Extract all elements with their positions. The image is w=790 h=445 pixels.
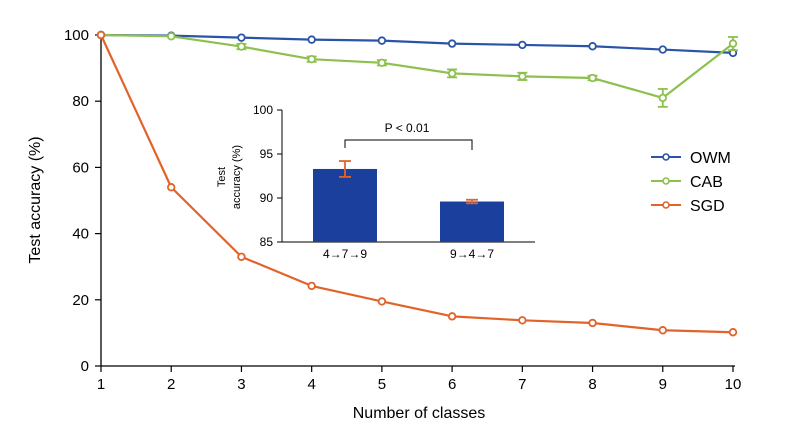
y-tick-label: 0 (81, 358, 89, 375)
inset-y-tick-label: 85 (260, 235, 274, 249)
owm-line (100, 33, 734, 54)
x-tick-label: 10 (725, 376, 742, 393)
sgd-line (100, 34, 734, 334)
cab-point (658, 93, 667, 103)
inset-y-tick-label: 100 (253, 103, 273, 117)
owm-point (237, 33, 246, 42)
inset-y-label: accuracy (%) (231, 145, 243, 209)
inset-bar-chart: Test accuracy (%) P < 0.01 85 90 95 100 4→7→… (216, 103, 535, 261)
sgd-point (447, 312, 457, 321)
inset-p-value-annotation: P < 0.01 (385, 121, 430, 135)
legend: OWM CAB SGD (651, 150, 731, 215)
x-tick-label: 5 (378, 376, 386, 393)
owm-point (518, 40, 527, 50)
inset-bar (440, 201, 504, 242)
sgd-point (96, 30, 106, 40)
cab-point (447, 69, 457, 78)
sgd-point (377, 297, 387, 306)
legend-label: SGD (690, 198, 725, 215)
y-tick-label: 40 (72, 226, 89, 243)
legend-swatch-marker (662, 177, 670, 185)
y-tick-label: 20 (72, 292, 89, 309)
sgd-point (728, 328, 738, 337)
y-axis-label: Test accuracy (%) (27, 136, 44, 263)
x-tick-label: 9 (659, 376, 667, 393)
x-tick-label: 6 (448, 376, 456, 393)
y-tick-label: 60 (72, 159, 89, 176)
x-tick-label: 3 (237, 376, 245, 393)
inset-category-label: 9→4→7 (450, 247, 494, 261)
y-tick-label: 100 (64, 27, 89, 44)
sgd-point (588, 318, 597, 328)
x-tick-label: 7 (518, 376, 526, 393)
owm-point (307, 35, 316, 44)
cab-point (237, 42, 246, 51)
owm-point (377, 36, 387, 45)
x-tick-label: 8 (588, 376, 596, 393)
x-tick-label: 1 (97, 376, 105, 393)
owm-point (588, 42, 597, 51)
cab-point (588, 73, 597, 83)
cab-point (728, 39, 738, 48)
x-tick-label: 4 (307, 376, 315, 393)
legend-label: CAB (690, 174, 723, 191)
x-tick-label: 2 (167, 376, 175, 393)
inset-bar (313, 168, 377, 242)
owm-point (447, 39, 457, 48)
cab-point (518, 72, 527, 81)
sgd-point (237, 252, 246, 261)
inset-y-label-line1: Test (216, 167, 228, 187)
x-axis-label: Number of classes (353, 405, 486, 422)
sgd-point (167, 183, 176, 192)
y-tick-label: 80 (72, 93, 89, 110)
sgd-point (518, 316, 527, 325)
main-series-group (96, 30, 738, 337)
legend-swatch-marker (662, 153, 670, 161)
cab-line (100, 33, 734, 99)
inset-category-label: 4→7→9 (323, 247, 367, 261)
cab-point (307, 54, 316, 64)
legend-label: OWM (690, 150, 731, 167)
legend-swatch-marker (662, 201, 670, 209)
cab-point (167, 32, 176, 41)
sgd-point (307, 281, 316, 291)
inset-y-tick-label: 90 (260, 191, 274, 205)
cab-point (377, 58, 387, 68)
owm-point (658, 45, 667, 54)
inset-y-tick-label: 95 (260, 147, 274, 161)
sgd-point (658, 326, 667, 335)
inset-significance-bracket (344, 139, 473, 150)
